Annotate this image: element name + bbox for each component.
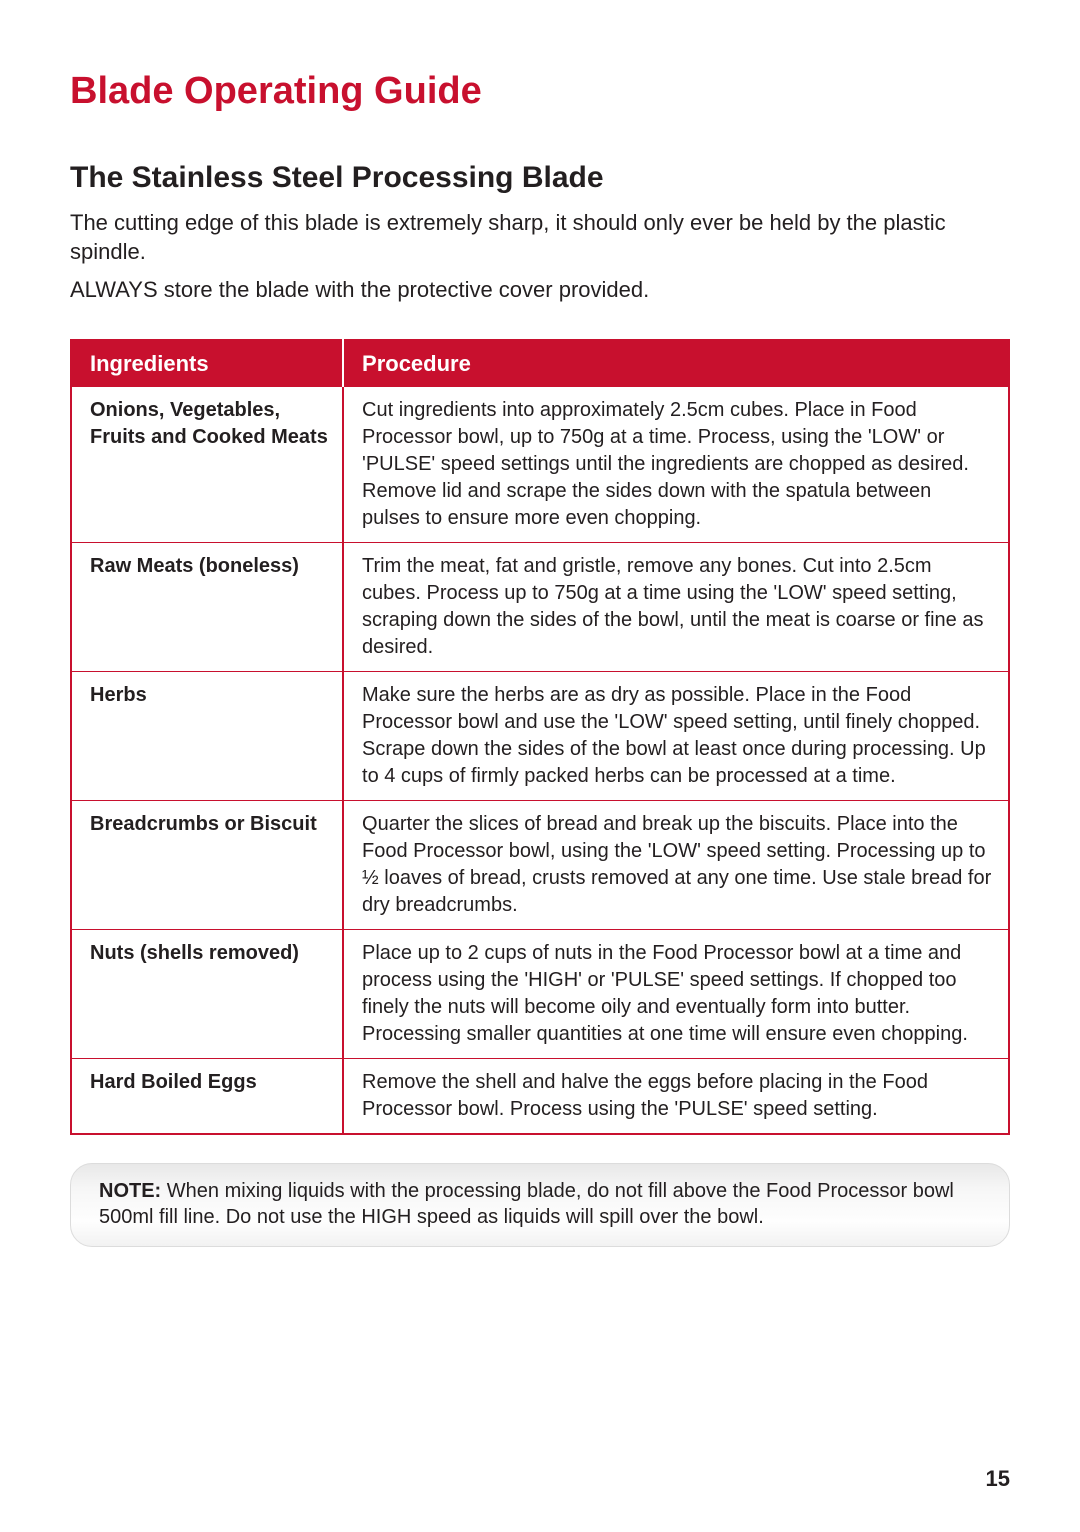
cell-procedure: Place up to 2 cups of nuts in the Food P…	[343, 929, 1009, 1058]
intro-paragraph: The cutting edge of this blade is extrem…	[70, 209, 1010, 266]
cell-ingredient: Nuts (shells removed)	[71, 929, 343, 1058]
cell-ingredient: Herbs	[71, 671, 343, 800]
cell-ingredient: Breadcrumbs or Biscuit	[71, 800, 343, 929]
cell-ingredient: Raw Meats (boneless)	[71, 542, 343, 671]
note-text: When mixing liquids with the processing …	[99, 1180, 954, 1228]
cell-procedure: Trim the meat, fat and gristle, remove a…	[343, 542, 1009, 671]
cell-ingredient: Hard Boiled Eggs	[71, 1058, 343, 1134]
note-block: NOTE: When mixing liquids with the proce…	[70, 1163, 1010, 1247]
cell-procedure: Quarter the slices of bread and break up…	[343, 800, 1009, 929]
table-row: Onions, Vegetables, Fruits and Cooked Me…	[71, 387, 1009, 543]
section-subtitle: The Stainless Steel Processing Blade	[70, 161, 1010, 195]
page-title: Blade Operating Guide	[70, 70, 1010, 113]
intro-block: The cutting edge of this blade is extrem…	[70, 209, 1010, 305]
column-header-ingredients: Ingredients	[71, 340, 343, 387]
ingredients-table: Ingredients Procedure Onions, Vegetables…	[70, 339, 1010, 1135]
intro-paragraph: ALWAYS store the blade with the protecti…	[70, 276, 1010, 305]
table-header-row: Ingredients Procedure	[71, 340, 1009, 387]
ingredients-table-wrap: Ingredients Procedure Onions, Vegetables…	[70, 339, 1010, 1135]
table-row: Raw Meats (boneless) Trim the meat, fat …	[71, 542, 1009, 671]
column-header-procedure: Procedure	[343, 340, 1009, 387]
note-label: NOTE:	[99, 1180, 161, 1202]
table-row: Herbs Make sure the herbs are as dry as …	[71, 671, 1009, 800]
page-number: 15	[986, 1466, 1010, 1492]
cell-ingredient: Onions, Vegetables, Fruits and Cooked Me…	[71, 387, 343, 543]
table-row: Breadcrumbs or Biscuit Quarter the slice…	[71, 800, 1009, 929]
cell-procedure: Make sure the herbs are as dry as possib…	[343, 671, 1009, 800]
cell-procedure: Cut ingredients into approximately 2.5cm…	[343, 387, 1009, 543]
table-row: Nuts (shells removed) Place up to 2 cups…	[71, 929, 1009, 1058]
cell-procedure: Remove the shell and halve the eggs befo…	[343, 1058, 1009, 1134]
table-row: Hard Boiled Eggs Remove the shell and ha…	[71, 1058, 1009, 1134]
